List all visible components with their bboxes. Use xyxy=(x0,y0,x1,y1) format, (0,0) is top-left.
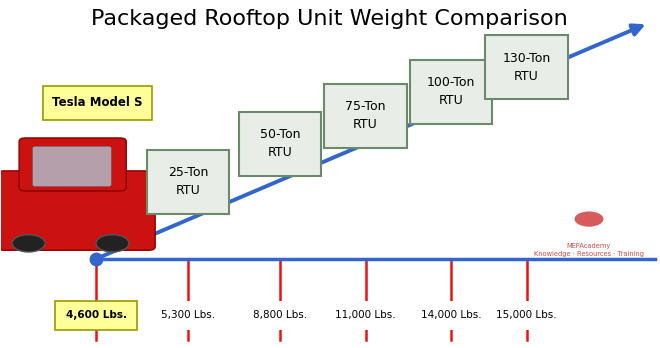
Circle shape xyxy=(96,235,129,252)
FancyBboxPatch shape xyxy=(239,301,321,330)
FancyBboxPatch shape xyxy=(410,301,492,330)
FancyBboxPatch shape xyxy=(147,301,229,330)
Text: 100-Ton
RTU: 100-Ton RTU xyxy=(427,76,475,107)
Text: 14,000 Lbs.: 14,000 Lbs. xyxy=(420,310,481,320)
Circle shape xyxy=(575,212,603,227)
Text: 8,800 Lbs.: 8,800 Lbs. xyxy=(253,310,307,320)
FancyBboxPatch shape xyxy=(325,301,407,330)
FancyBboxPatch shape xyxy=(486,35,568,100)
Text: 130-Ton
RTU: 130-Ton RTU xyxy=(502,52,550,83)
Text: 50-Ton
RTU: 50-Ton RTU xyxy=(260,128,300,159)
Text: 5,300 Lbs.: 5,300 Lbs. xyxy=(161,310,215,320)
FancyBboxPatch shape xyxy=(0,171,155,250)
Text: MEPAcademy
Knowledge · Resources · Training: MEPAcademy Knowledge · Resources · Train… xyxy=(534,243,644,257)
FancyBboxPatch shape xyxy=(486,301,568,330)
Circle shape xyxy=(12,235,45,252)
FancyBboxPatch shape xyxy=(325,84,407,148)
Text: 4,600 Lbs.: 4,600 Lbs. xyxy=(65,310,127,320)
FancyBboxPatch shape xyxy=(147,150,229,214)
Text: Tesla Model S: Tesla Model S xyxy=(52,96,143,109)
Text: 11,000 Lbs.: 11,000 Lbs. xyxy=(335,310,396,320)
Text: 25-Ton
RTU: 25-Ton RTU xyxy=(168,166,208,197)
FancyBboxPatch shape xyxy=(44,86,152,120)
FancyBboxPatch shape xyxy=(32,146,112,187)
Text: 75-Ton
RTU: 75-Ton RTU xyxy=(345,101,385,132)
FancyBboxPatch shape xyxy=(19,138,126,191)
FancyBboxPatch shape xyxy=(410,60,492,124)
FancyBboxPatch shape xyxy=(239,112,321,176)
FancyBboxPatch shape xyxy=(55,301,137,330)
Text: 15,000 Lbs.: 15,000 Lbs. xyxy=(496,310,557,320)
Text: Packaged Rooftop Unit Weight Comparison: Packaged Rooftop Unit Weight Comparison xyxy=(91,9,568,29)
